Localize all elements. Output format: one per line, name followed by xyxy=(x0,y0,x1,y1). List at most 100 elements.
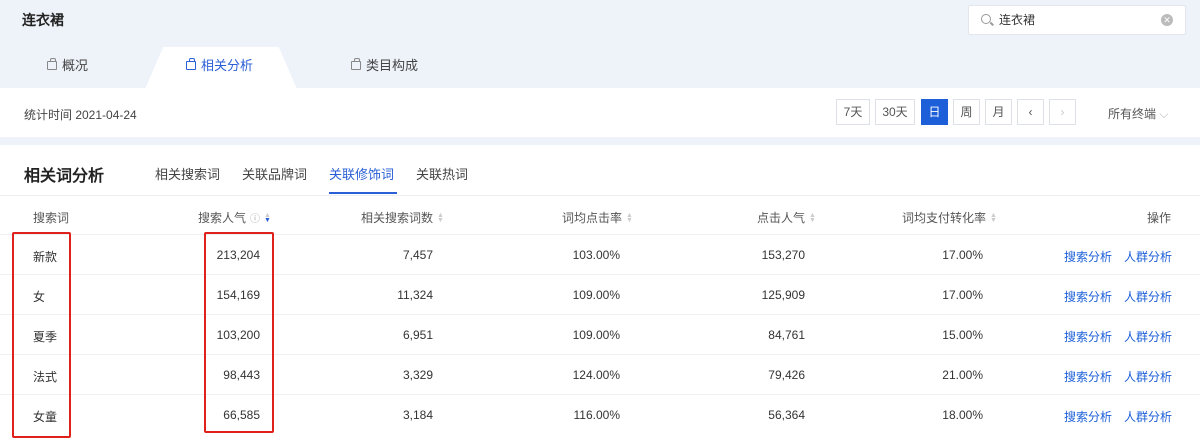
cell: 3,184 xyxy=(402,408,433,422)
cell: 6,951 xyxy=(402,328,433,342)
col-label: 词均点击率 xyxy=(562,211,623,225)
cell: 154,169 xyxy=(216,288,260,302)
table-row: 女 154,169 11,324 109.00% 125,909 17.00% 搜索分析 人群… xyxy=(0,274,1200,314)
range-week-button[interactable]: 周 xyxy=(953,99,980,125)
highlight-box-popularity xyxy=(204,232,274,433)
terminal-label: 所有终端 xyxy=(1108,107,1157,121)
bag-icon xyxy=(47,58,57,70)
tab-category[interactable]: 类目构成 xyxy=(351,55,418,74)
cell: 7,457 xyxy=(402,248,433,262)
col-label: 点击人气 xyxy=(757,211,806,225)
date-bar: 统计时间 2021-04-24 7天 30天 日 周 月 ‹ › 所有终端 ⌵ xyxy=(0,88,1200,137)
sort-icon[interactable]: ▲ ▼ xyxy=(437,211,444,224)
prev-icon[interactable]: ‹ xyxy=(1017,99,1044,125)
crowd-analysis-link[interactable]: 人群分析 xyxy=(1124,290,1173,304)
cell: 女童 xyxy=(33,410,58,424)
tab-label: 类目构成 xyxy=(366,58,419,73)
table-row: 女童 66,585 3,184 116.00% 56,364 18.00% 搜索分析 人群分析 xyxy=(0,394,1200,434)
cell: 女 xyxy=(33,290,46,304)
subtab-brand[interactable]: 关联品牌词 xyxy=(242,167,308,182)
clear-icon[interactable]: ✕ xyxy=(1161,14,1173,26)
cell: 109.00% xyxy=(572,288,620,302)
crowd-analysis-link[interactable]: 人群分析 xyxy=(1124,410,1173,424)
cell: 18.00% xyxy=(942,408,983,422)
cell: 213,204 xyxy=(216,248,260,262)
cell: 125,909 xyxy=(761,288,805,302)
next-icon[interactable]: › xyxy=(1049,99,1076,125)
subtab-hot[interactable]: 关联热词 xyxy=(416,167,469,182)
tab-related-analysis[interactable]: 相关分析 xyxy=(186,55,253,74)
cell: 109.00% xyxy=(572,328,620,342)
cell: 21.00% xyxy=(942,368,983,382)
page-title: 连衣裙 xyxy=(22,12,64,28)
col-label: 相关搜索词数 xyxy=(361,211,434,225)
sort-icon[interactable]: ▲ ▼ xyxy=(626,211,633,224)
active-tab-background xyxy=(145,47,297,89)
section-title: 相关词分析 xyxy=(24,168,105,185)
cell: 17.00% xyxy=(942,248,983,262)
cell: 11,324 xyxy=(397,288,433,302)
search-icon xyxy=(981,14,991,24)
cell: 法式 xyxy=(33,370,58,384)
tab-overview[interactable]: 概况 xyxy=(47,55,88,74)
sort-icon[interactable]: ▲ ▼ xyxy=(990,211,997,224)
search-analysis-link[interactable]: 搜索分析 xyxy=(1064,410,1113,424)
tab-label: 概况 xyxy=(62,58,89,73)
range-month-button[interactable]: 月 xyxy=(985,99,1012,125)
crowd-analysis-link[interactable]: 人群分析 xyxy=(1124,370,1173,384)
search-analysis-link[interactable]: 搜索分析 xyxy=(1064,330,1113,344)
col-search-popularity[interactable]: 搜索人气 ⓘ ▲ ▼ xyxy=(198,209,271,226)
divider xyxy=(0,195,1200,196)
cell: 103.00% xyxy=(572,248,620,262)
table-row: 法式 98,443 3,329 124.00% 79,426 21.00% 搜索分析 人群分析 xyxy=(0,354,1200,394)
cell: 新款 xyxy=(33,250,58,264)
cell: 15.00% xyxy=(942,328,983,342)
cell: 153,270 xyxy=(761,248,805,262)
crowd-analysis-link[interactable]: 人群分析 xyxy=(1124,250,1173,264)
tab-label: 相关分析 xyxy=(201,58,254,73)
search-analysis-link[interactable]: 搜索分析 xyxy=(1064,290,1113,304)
col-label: 操作 xyxy=(1147,211,1172,225)
range-day-button[interactable]: 日 xyxy=(921,99,948,125)
help-icon[interactable]: ⓘ xyxy=(250,214,261,225)
search-box[interactable]: ✕ xyxy=(968,5,1186,35)
col-search-word: 搜索词 xyxy=(33,209,69,226)
col-actions: 操作 xyxy=(1147,209,1171,226)
cell: 夏季 xyxy=(33,330,58,344)
col-label: 词均支付转化率 xyxy=(902,211,987,225)
range-7d-button[interactable]: 7天 xyxy=(836,99,870,125)
col-click-popularity[interactable]: 点击人气 ▲ ▼ xyxy=(757,209,816,226)
search-input[interactable] xyxy=(999,12,1149,26)
cell: 84,761 xyxy=(768,328,805,342)
col-click-rate[interactable]: 词均点击率 ▲ ▼ xyxy=(562,209,633,226)
cell: 17.00% xyxy=(942,288,983,302)
table-row: 夏季 103,200 6,951 109.00% 84,761 15.00% 搜索分析 人群分… xyxy=(0,314,1200,354)
stat-time: 统计时间 2021-04-24 xyxy=(24,108,137,122)
search-analysis-link[interactable]: 搜索分析 xyxy=(1064,250,1113,264)
cell: 66,585 xyxy=(223,408,260,422)
sort-icon[interactable]: ▲ ▼ xyxy=(264,211,271,224)
col-related-count[interactable]: 相关搜索词数 ▲ ▼ xyxy=(361,209,444,226)
col-conversion[interactable]: 词均支付转化率 ▲ ▼ xyxy=(902,209,997,226)
table-row: 新款 213,204 7,457 103.00% 153,270 17.00% 搜索分析 人群… xyxy=(0,234,1200,274)
sort-icon[interactable]: ▲ ▼ xyxy=(809,211,816,224)
subtab-related-search[interactable]: 相关搜索词 xyxy=(155,167,221,182)
chevron-down-icon: ⌵ xyxy=(1159,107,1169,121)
cell: 3,329 xyxy=(402,368,433,382)
col-label: 搜索词 xyxy=(33,211,70,225)
subtab-modifier[interactable]: 关联修饰词 xyxy=(329,167,395,182)
search-analysis-link[interactable]: 搜索分析 xyxy=(1064,370,1113,384)
cell: 56,364 xyxy=(768,408,805,422)
cell: 124.00% xyxy=(572,368,620,382)
cell: 103,200 xyxy=(216,328,260,342)
active-subtab-underline xyxy=(329,192,397,194)
related-words-card: 相关词分析 相关搜索词 关联品牌词 关联修饰词 关联热词 搜索词 搜索人气 ⓘ ▲ ▼… xyxy=(0,145,1200,442)
range-30d-button[interactable]: 30天 xyxy=(875,99,915,125)
crowd-analysis-link[interactable]: 人群分析 xyxy=(1124,330,1173,344)
bag-icon xyxy=(351,58,361,70)
cell: 98,443 xyxy=(223,368,260,382)
bag-icon xyxy=(186,58,196,70)
highlight-box-words xyxy=(12,232,71,438)
terminal-select[interactable]: 所有终端 ⌵ xyxy=(1108,105,1168,122)
col-label: 搜索人气 xyxy=(198,211,247,225)
